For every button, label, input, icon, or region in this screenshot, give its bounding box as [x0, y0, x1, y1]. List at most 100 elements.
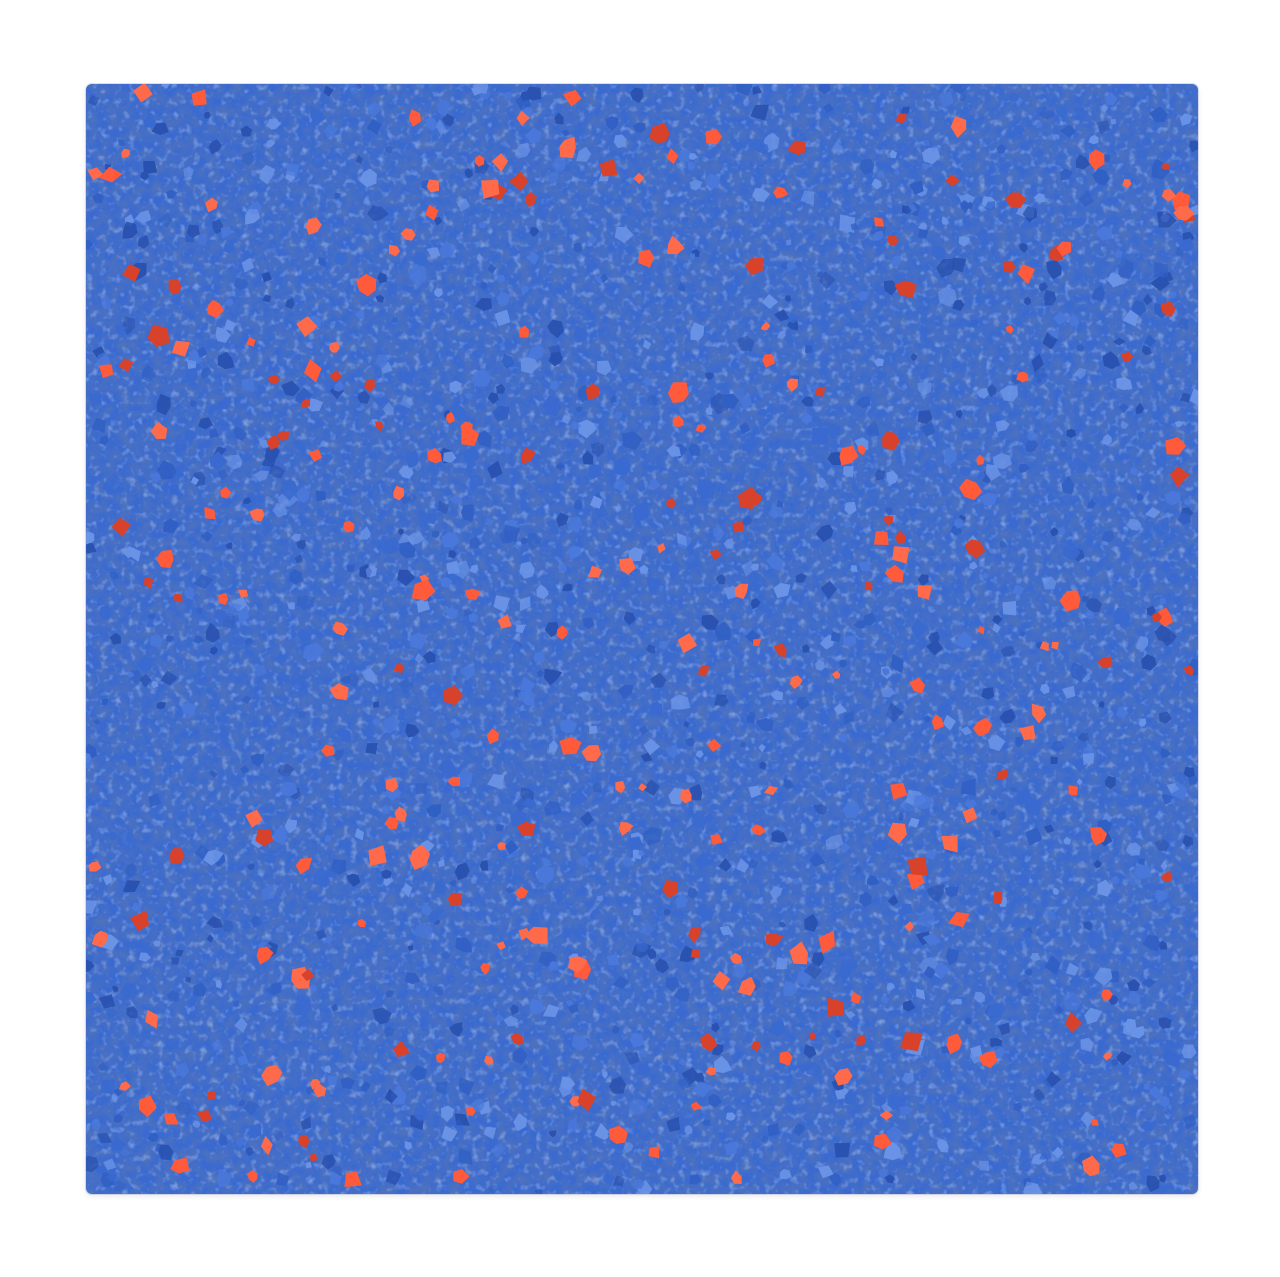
blue-granule	[1082, 921, 1093, 931]
blue-granule	[667, 642, 678, 652]
blue-granule	[517, 689, 525, 700]
blue-granule	[86, 565, 98, 577]
blue-granule	[492, 405, 510, 422]
red-fleck	[773, 186, 789, 199]
blue-granule	[1130, 1026, 1145, 1039]
blue-granule	[217, 469, 229, 481]
blue-granule	[941, 1045, 950, 1054]
blue-granule	[158, 1144, 174, 1161]
blue-granule	[724, 1140, 738, 1156]
red-fleck	[666, 498, 676, 508]
red-fleck	[1173, 205, 1195, 221]
blue-granule	[639, 1048, 647, 1059]
blue-granule	[711, 1022, 720, 1033]
red-fleck	[599, 159, 618, 177]
blue-granule	[426, 804, 441, 818]
blue-granule	[196, 607, 203, 615]
blue-granule	[823, 103, 834, 114]
blue-granule	[600, 273, 608, 284]
blue-granule	[315, 490, 326, 501]
blue-granule	[1130, 577, 1139, 587]
blue-granule	[750, 104, 769, 121]
blue-granules	[86, 84, 1198, 1194]
blue-granule	[161, 750, 174, 764]
red-fleck	[1152, 612, 1162, 622]
blue-granule	[1161, 630, 1177, 647]
blue-granule	[1116, 376, 1133, 390]
blue-granule	[464, 392, 474, 399]
blue-granule	[86, 239, 93, 250]
blue-granule	[510, 1004, 519, 1016]
blue-granule	[487, 460, 503, 479]
blue-granule	[943, 446, 957, 467]
blue-granule	[852, 865, 862, 874]
blue-granule	[426, 247, 441, 259]
blue-granule	[816, 271, 824, 278]
blue-granule	[1122, 309, 1139, 327]
blue-granule	[606, 953, 620, 966]
blue-granule	[1183, 767, 1195, 778]
blue-granule	[526, 1066, 535, 1077]
red-fleck	[163, 1113, 179, 1125]
red-fleck	[497, 614, 512, 629]
blue-granule	[611, 1025, 620, 1035]
blue-granule	[739, 422, 751, 434]
blue-granule	[759, 597, 778, 620]
blue-granule	[211, 1040, 224, 1051]
red-fleck	[408, 109, 422, 127]
blue-granule	[1030, 952, 1041, 962]
red-fleck	[887, 822, 907, 845]
blue-granule	[381, 869, 392, 880]
red-fleck	[484, 1055, 494, 1065]
red-fleck	[171, 340, 190, 357]
blue-granule	[496, 274, 506, 284]
blue-granule	[428, 912, 439, 923]
blue-granule	[632, 503, 650, 521]
blue-granule	[441, 1125, 458, 1142]
red-fleck	[497, 842, 506, 850]
red-fleck	[87, 167, 104, 181]
blue-granule	[305, 1161, 312, 1169]
blue-granule	[414, 652, 424, 664]
blue-granule	[310, 106, 326, 126]
red-fleck	[267, 375, 280, 385]
blue-granule	[1023, 1181, 1043, 1194]
blue-granule	[382, 786, 403, 801]
blue-granule	[641, 827, 663, 846]
red-fleck	[978, 1050, 998, 1069]
blue-granule	[269, 464, 285, 479]
red-fleck	[266, 435, 280, 450]
blue-granule	[714, 694, 729, 707]
blue-granule	[305, 891, 318, 902]
blue-granule	[494, 309, 511, 327]
blue-granule	[367, 102, 381, 117]
blue-granule	[768, 502, 784, 520]
blue-granule	[839, 214, 856, 233]
blue-granule	[1034, 367, 1047, 381]
blue-granule	[936, 1138, 948, 1151]
blue-granule	[567, 1118, 580, 1131]
blue-granule	[897, 142, 909, 156]
blue-granule	[99, 435, 109, 446]
blue-granule	[119, 99, 128, 106]
blue-granule	[329, 1091, 340, 1100]
red-fleck	[453, 1169, 470, 1184]
blue-granule	[1008, 92, 1019, 102]
red-fleck	[972, 717, 993, 737]
red-fleck	[1005, 325, 1014, 334]
blue-granule	[1175, 420, 1184, 428]
red-fleck	[895, 113, 907, 124]
red-fleck	[680, 788, 692, 804]
blue-granule	[449, 880, 456, 887]
blue-granule	[613, 478, 629, 493]
red-flecks	[87, 84, 1197, 1188]
blue-granule	[936, 258, 956, 278]
blue-granule	[218, 1132, 228, 1147]
red-fleck	[581, 745, 602, 762]
blue-granule	[1128, 1181, 1139, 1190]
red-fleck	[118, 358, 134, 373]
blue-granule	[234, 1017, 248, 1033]
blue-granule	[161, 84, 170, 89]
blue-granule	[122, 880, 141, 892]
blue-granule	[859, 892, 872, 907]
